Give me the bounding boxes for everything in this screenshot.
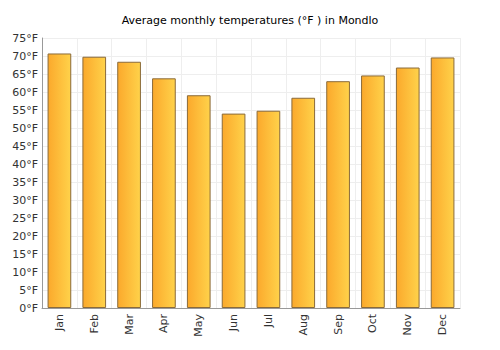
svg-text:45°F: 45°F xyxy=(12,140,38,153)
svg-text:60°F: 60°F xyxy=(12,86,38,99)
svg-text:Apr: Apr xyxy=(157,314,170,334)
svg-text:40°F: 40°F xyxy=(12,158,38,171)
svg-text:Jul: Jul xyxy=(262,314,275,328)
svg-text:Jun: Jun xyxy=(227,314,240,332)
svg-text:25°F: 25°F xyxy=(12,212,38,225)
svg-text:Mar: Mar xyxy=(123,314,136,335)
svg-text:May: May xyxy=(192,314,205,337)
svg-text:Dec: Dec xyxy=(436,314,449,335)
svg-text:15°F: 15°F xyxy=(12,248,38,261)
svg-text:Aug: Aug xyxy=(297,314,310,335)
svg-text:Sep: Sep xyxy=(332,314,345,335)
svg-text:65°F: 65°F xyxy=(12,68,38,81)
svg-text:10°F: 10°F xyxy=(12,266,38,279)
svg-text:5°F: 5°F xyxy=(19,284,38,297)
svg-text:20°F: 20°F xyxy=(12,230,38,243)
svg-text:Nov: Nov xyxy=(401,314,414,336)
svg-text:Feb: Feb xyxy=(88,314,101,333)
svg-text:70°F: 70°F xyxy=(12,50,38,63)
svg-text:Oct: Oct xyxy=(366,313,379,333)
svg-text:Jan: Jan xyxy=(53,314,66,332)
svg-text:Average monthly temperatures (: Average monthly temperatures (°F ) in Mo… xyxy=(122,14,379,27)
svg-text:0°F: 0°F xyxy=(19,302,38,315)
svg-text:35°F: 35°F xyxy=(12,176,38,189)
svg-text:50°F: 50°F xyxy=(12,122,38,135)
svg-text:30°F: 30°F xyxy=(12,194,38,207)
svg-text:75°F: 75°F xyxy=(12,32,38,45)
svg-text:55°F: 55°F xyxy=(12,104,38,117)
